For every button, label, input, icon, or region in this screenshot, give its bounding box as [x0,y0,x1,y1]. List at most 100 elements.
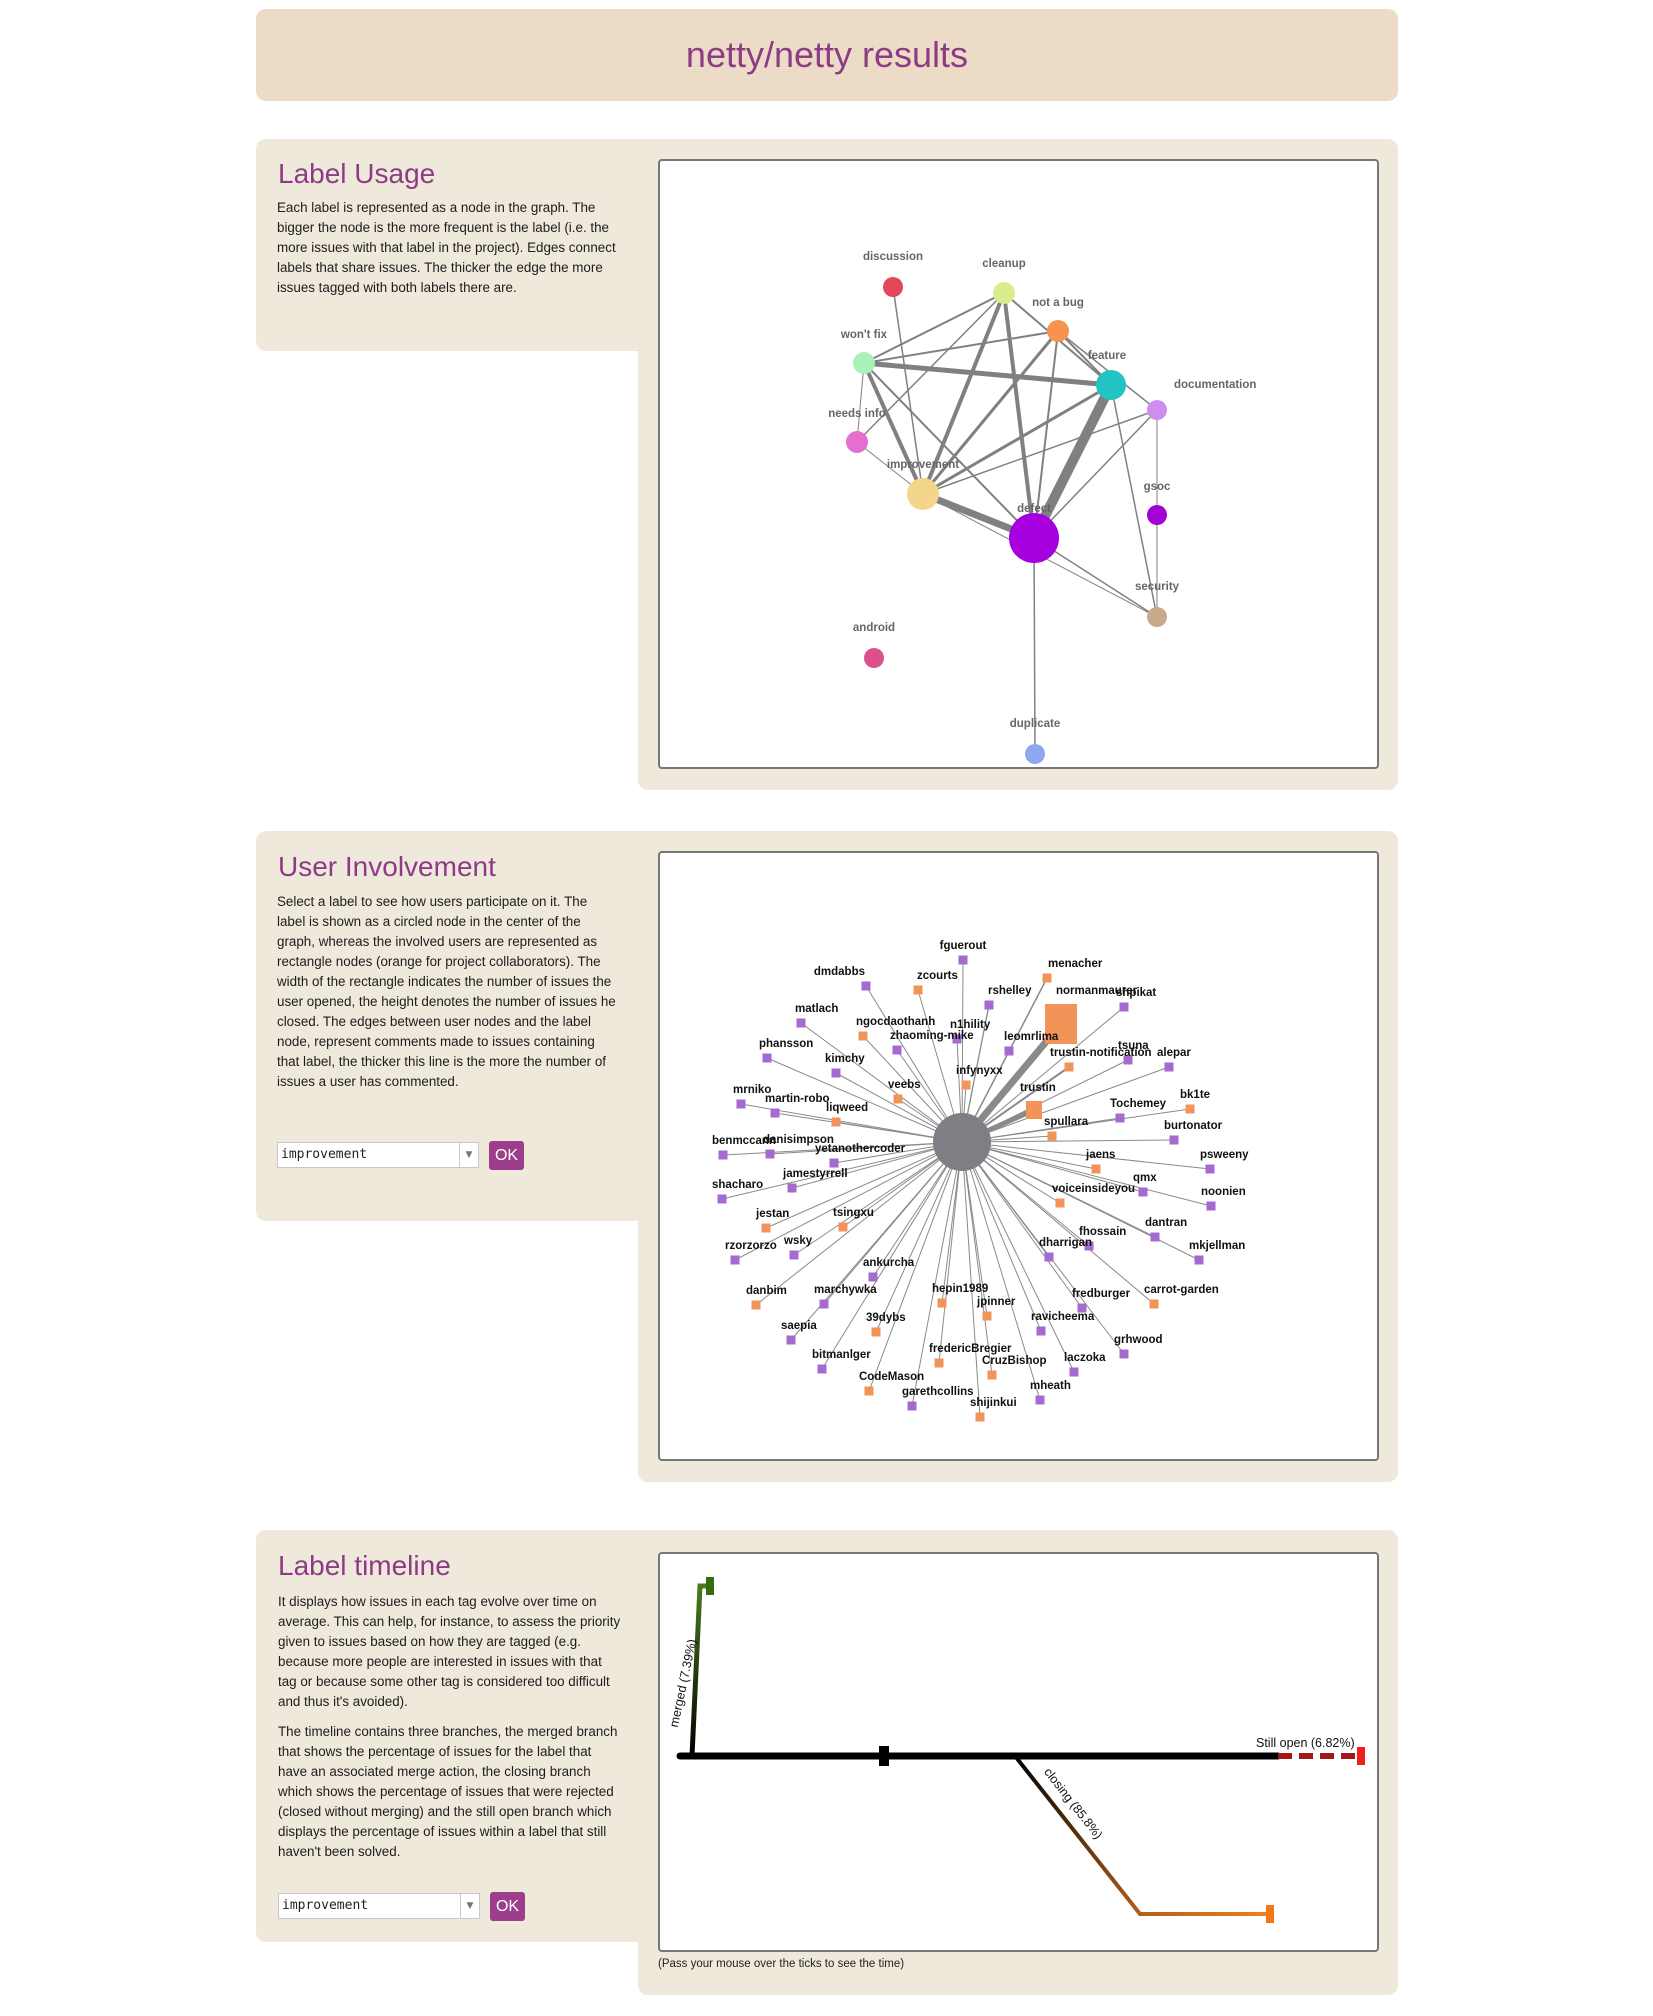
label-node-cleanup[interactable] [993,282,1015,304]
user-node-menacher[interactable] [1042,973,1052,983]
user-node-shijinkui[interactable] [975,1412,985,1422]
user-node-martin-robo[interactable] [770,1108,780,1118]
user-node-leomrlima[interactable] [1004,1046,1014,1056]
user-node-dmdabbs[interactable] [861,981,871,991]
user-node-grhwood[interactable] [1119,1349,1129,1359]
user-node-jpinner[interactable] [982,1311,992,1321]
user-node-saepia[interactable] [786,1335,796,1345]
label-node-documentation[interactable] [1147,400,1167,420]
timeline-closing-tick[interactable] [1266,1905,1274,1923]
user-node-psweeny[interactable] [1205,1164,1215,1174]
user-node-dantran[interactable] [1150,1232,1160,1242]
user-node-label: garethcollins [902,1386,974,1398]
label-node-defect[interactable] [1009,513,1059,563]
user-node-wsky[interactable] [789,1250,799,1260]
user-node-tsingxu[interactable] [838,1222,848,1232]
user-node-ravicheema[interactable] [1036,1326,1046,1336]
user-node-laczoka[interactable] [1069,1367,1079,1377]
user-node-carrot-garden[interactable] [1149,1299,1159,1309]
label-node-needs_info[interactable] [846,431,868,453]
user-node-kimchy[interactable] [831,1068,841,1078]
user-node-Tochemey[interactable] [1115,1113,1125,1123]
user-node-label: saepia [781,1320,817,1332]
user-edge [961,1006,1125,1143]
label-node-improvement[interactable] [907,478,939,510]
user-node-label: dmdabbs [814,966,865,978]
label-node-security[interactable] [1147,607,1167,627]
user-node-dharrigan[interactable] [1044,1252,1054,1262]
label-node-feature[interactable] [1096,370,1126,400]
timeline-open-tick[interactable] [1357,1747,1365,1765]
user-node-jestan[interactable] [761,1223,771,1233]
timeline-ok-button[interactable]: OK [490,1892,525,1921]
timeline-merged-tick[interactable] [706,1577,714,1595]
user-node-39dybs[interactable] [871,1327,881,1337]
user-node-normanmaurer[interactable] [1045,1004,1077,1044]
user-node-ngocdaothanh[interactable] [858,1031,868,1041]
user-node-yetanothercoder[interactable] [829,1158,839,1168]
user-node-label: kimchy [825,1053,865,1065]
user-node-label: jamestyrrell [782,1168,848,1180]
user-node-jaens[interactable] [1091,1164,1101,1174]
user-involvement-description: Select a label to see how users particip… [277,894,616,1089]
user-node-CruzBishop[interactable] [987,1370,997,1380]
user-node-qmx[interactable] [1138,1187,1148,1197]
user-node-benmccann[interactable] [718,1150,728,1160]
user-node-mrniko[interactable] [736,1099,746,1109]
label-node-wont_fix[interactable] [853,352,875,374]
user-node-mheath[interactable] [1035,1395,1045,1405]
user-node-burtonator[interactable] [1169,1135,1179,1145]
user-node-liqweed[interactable] [831,1117,841,1127]
user-node-mkjellman[interactable] [1194,1255,1204,1265]
user-node-alepar[interactable] [1164,1062,1174,1072]
user-node-danisimpson[interactable] [765,1149,775,1159]
user-node-rzorzorzo[interactable] [730,1255,740,1265]
label-node-duplicate[interactable] [1025,744,1045,764]
user-node-zcourts[interactable] [913,985,923,995]
user-node-zhaoming-mike[interactable] [892,1045,902,1055]
user-node-garethcollins[interactable] [907,1401,917,1411]
user-ok-button[interactable]: OK [489,1141,524,1170]
label-node-discussion[interactable] [883,277,903,297]
user-node-trustin[interactable] [1026,1101,1042,1119]
user-node-CodeMason[interactable] [864,1386,874,1396]
user-node-ankurcha[interactable] [868,1272,878,1282]
timeline-description-2: The timeline contains three branches, th… [278,1724,618,1859]
user-node-fhossain[interactable] [1084,1241,1094,1251]
user-edge [793,1141,963,1256]
user-node-shpikat[interactable] [1119,1002,1129,1012]
user-node-veebs[interactable] [893,1094,903,1104]
user-node-danbim[interactable] [751,1300,761,1310]
user-node-phansson[interactable] [762,1053,772,1063]
user-node-matlach[interactable] [796,1018,806,1028]
label-node-not_a_bug[interactable] [1047,320,1069,342]
user-node-hepin1989[interactable] [937,1298,947,1308]
user-node-label: CruzBishop [982,1355,1047,1367]
user-node-spullara[interactable] [1047,1131,1057,1141]
label-node-gsoc[interactable] [1147,505,1167,525]
timeline-label-select[interactable]: improvement ▼ [278,1893,480,1919]
user-node-noonien[interactable] [1206,1201,1216,1211]
user-node-jamestyrrell[interactable] [787,1183,797,1193]
label-node-android[interactable] [864,648,884,668]
user-node-n1hility[interactable] [952,1034,962,1044]
timeline-main-tick[interactable] [879,1746,889,1766]
user-edge [961,1141,1155,1305]
label-center-node[interactable] [933,1113,991,1171]
edge-improvement-not_a_bug [921,330,1060,495]
user-node-rshelley[interactable] [984,1000,994,1010]
user-node-fguerout[interactable] [958,955,968,965]
user-node-label: leomrlima [1004,1031,1059,1043]
user-node-voiceinsideyou[interactable] [1055,1198,1065,1208]
user-node-fredericBregier[interactable] [934,1358,944,1368]
user-node-bitmanlger[interactable] [817,1364,827,1374]
user-node-bk1te[interactable] [1185,1104,1195,1114]
user-node-fredburger[interactable] [1077,1303,1087,1313]
user-node-tsuna[interactable] [1123,1055,1133,1065]
user-node-infynyxx[interactable] [961,1080,971,1090]
user-node-shacharo[interactable] [717,1194,727,1204]
user-node-label: alepar [1157,1047,1191,1059]
user-node-trustin-notification[interactable] [1064,1062,1074,1072]
user-node-marchywka[interactable] [819,1299,829,1309]
user-label-select[interactable]: improvement ▼ [277,1142,479,1168]
